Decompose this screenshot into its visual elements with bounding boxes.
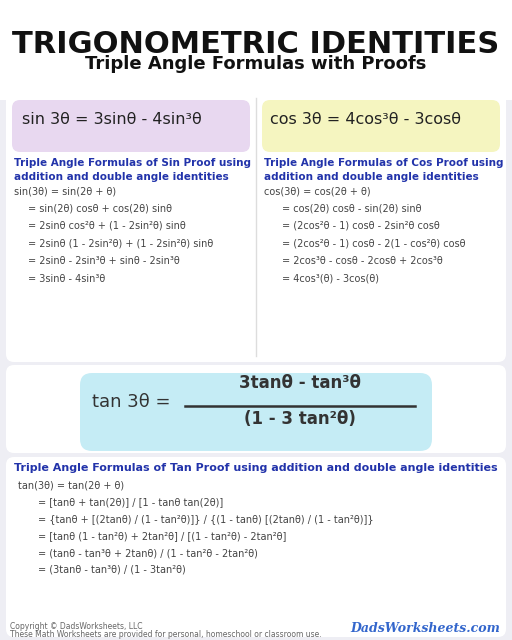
Text: These Math Worksheets are provided for personal, homeschool or classroom use.: These Math Worksheets are provided for p… (10, 630, 322, 639)
Text: Copyright © DadsWorksheets, LLC: Copyright © DadsWorksheets, LLC (10, 622, 142, 631)
Text: = 4cos³(θ) - 3cos(θ): = 4cos³(θ) - 3cos(θ) (282, 273, 379, 284)
Text: cos 3θ = 4cos³θ - 3cosθ: cos 3θ = 4cos³θ - 3cosθ (270, 112, 461, 127)
Text: = (2cos²θ - 1) cosθ - 2(1 - cos²θ) cosθ: = (2cos²θ - 1) cosθ - 2(1 - cos²θ) cosθ (282, 239, 465, 248)
Text: (1 - 3 tan²θ): (1 - 3 tan²θ) (244, 410, 356, 428)
Text: tan(3θ) = tan(2θ + θ): tan(3θ) = tan(2θ + θ) (18, 480, 124, 490)
Text: TRIGONOMETRIC IDENTITIES: TRIGONOMETRIC IDENTITIES (12, 30, 500, 59)
Text: Triple Angle Formulas of Cos Proof using
addition and double angle identities: Triple Angle Formulas of Cos Proof using… (264, 158, 503, 182)
FancyBboxPatch shape (6, 457, 506, 637)
Text: Triple Angle Formulas with Proofs: Triple Angle Formulas with Proofs (86, 55, 426, 73)
Text: = 2sinθ - 2sin³θ + sinθ - 2sin³θ: = 2sinθ - 2sin³θ + sinθ - 2sin³θ (28, 256, 180, 266)
FancyBboxPatch shape (80, 373, 432, 451)
Text: Triple Angle Formulas of Sin Proof using
addition and double angle identities: Triple Angle Formulas of Sin Proof using… (14, 158, 251, 182)
Text: = cos(2θ) cosθ - sin(2θ) sinθ: = cos(2θ) cosθ - sin(2θ) sinθ (282, 204, 421, 214)
Text: sin(3θ) = sin(2θ + θ): sin(3θ) = sin(2θ + θ) (14, 186, 116, 196)
Bar (0, 0, 512, 100)
Text: 3tanθ - tan³θ: 3tanθ - tan³θ (239, 374, 361, 392)
FancyBboxPatch shape (262, 100, 500, 152)
Text: = [tanθ (1 - tan²θ) + 2tan²θ] / [(1 - tan²θ) - 2tan²θ]: = [tanθ (1 - tan²θ) + 2tan²θ] / [(1 - ta… (38, 531, 286, 541)
Text: = (tanθ - tan³θ + 2tanθ) / (1 - tan²θ - 2tan²θ): = (tanθ - tan³θ + 2tanθ) / (1 - tan²θ - … (38, 548, 258, 558)
Text: = sin(2θ) cosθ + cos(2θ) sinθ: = sin(2θ) cosθ + cos(2θ) sinθ (28, 204, 172, 214)
Text: = 2sinθ cos²θ + (1 - 2sin²θ) sinθ: = 2sinθ cos²θ + (1 - 2sin²θ) sinθ (28, 221, 186, 231)
FancyBboxPatch shape (12, 100, 250, 152)
Text: Triple Angle Formulas of Tan Proof using addition and double angle identities: Triple Angle Formulas of Tan Proof using… (14, 463, 498, 473)
Text: = (3tanθ - tan³θ) / (1 - 3tan²θ): = (3tanθ - tan³θ) / (1 - 3tan²θ) (38, 565, 186, 575)
Text: = 2sinθ (1 - 2sin²θ) + (1 - 2sin²θ) sinθ: = 2sinθ (1 - 2sin²θ) + (1 - 2sin²θ) sinθ (28, 239, 214, 248)
Text: = [tanθ + tan(2θ)] / [1 - tanθ tan(2θ)]: = [tanθ + tan(2θ)] / [1 - tanθ tan(2θ)] (38, 497, 223, 507)
FancyBboxPatch shape (6, 365, 506, 453)
Text: cos(3θ) = cos(2θ + θ): cos(3θ) = cos(2θ + θ) (264, 186, 371, 196)
FancyBboxPatch shape (6, 92, 506, 362)
Text: = (2cos²θ - 1) cosθ - 2sin²θ cosθ: = (2cos²θ - 1) cosθ - 2sin²θ cosθ (282, 221, 440, 231)
Text: tan 3θ =: tan 3θ = (92, 393, 170, 411)
Text: = 3sinθ - 4sin³θ: = 3sinθ - 4sin³θ (28, 273, 105, 284)
Text: sin 3θ = 3sinθ - 4sin³θ: sin 3θ = 3sinθ - 4sin³θ (22, 112, 202, 127)
Text: DadsWorksheets.com: DadsWorksheets.com (350, 622, 500, 635)
Text: = {tanθ + [(2tanθ) / (1 - tan²θ)]} / {(1 - tanθ) [(2tanθ) / (1 - tan²θ)]}: = {tanθ + [(2tanθ) / (1 - tan²θ)]} / {(1… (38, 514, 374, 524)
Text: = 2cos³θ - cosθ - 2cosθ + 2cos³θ: = 2cos³θ - cosθ - 2cosθ + 2cos³θ (282, 256, 443, 266)
